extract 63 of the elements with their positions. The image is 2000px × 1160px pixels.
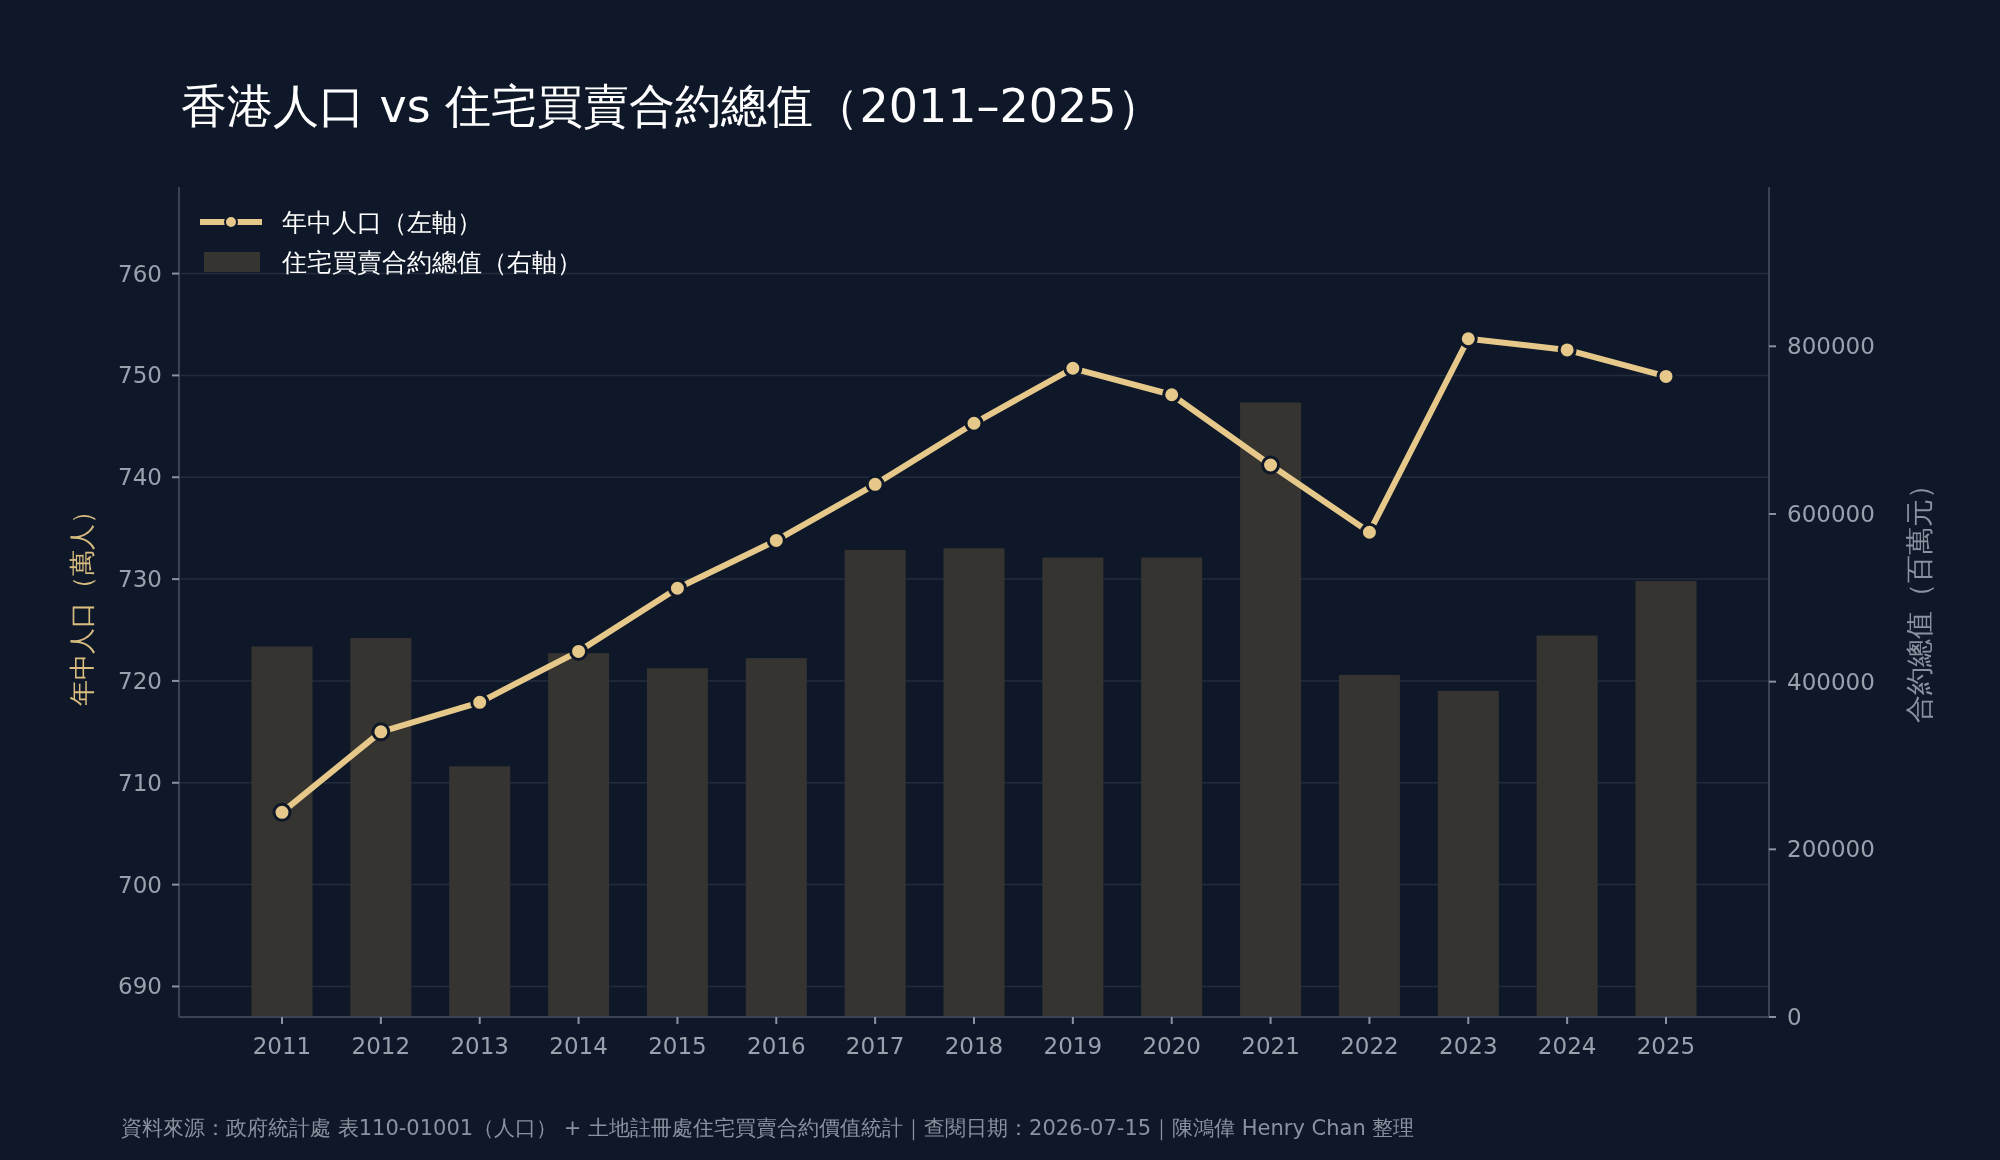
x-tick-label: 2021 [1241,1033,1300,1059]
x-tick-label: 2016 [747,1033,806,1059]
bar [1635,581,1697,1017]
y2-tick-label: 0 [1787,1004,1802,1030]
point [1063,358,1083,378]
bar [646,668,708,1017]
bar [844,550,906,1017]
y2-tick-label: 200000 [1787,836,1875,863]
y2-tick-label: 800000 [1787,333,1875,360]
bar [1338,674,1400,1017]
y-tick-label: 730 [118,566,162,593]
chart-title: 香港人口 vs 住宅買賣合約總值（2011–2025） [181,79,1163,133]
y2-axis-title: 合約總值（百萬元） [1903,471,1936,723]
x-tick-label: 2012 [351,1033,411,1059]
bar [1437,690,1499,1017]
point [1162,385,1182,405]
bar [745,658,807,1017]
y-tick-label: 720 [118,667,162,694]
bar [1042,557,1104,1017]
y-tick-label: 690 [118,973,162,1000]
x-tick-label: 2011 [252,1033,312,1059]
point [865,474,885,494]
y-tick-label: 740 [118,464,162,491]
point [1359,522,1379,542]
x-tick-label: 2017 [845,1033,905,1059]
bar [1141,557,1203,1017]
y-tick-label: 760 [118,260,162,287]
x-tick-label: 2022 [1340,1033,1399,1059]
legend-label: 年中人口（左軸） [282,208,482,237]
point [272,802,292,822]
y-axis-title: 年中人口（萬人） [67,498,97,706]
x-tick-label: 2024 [1537,1033,1597,1059]
y2-tick-label: 400000 [1787,668,1875,695]
bar [350,638,412,1017]
bar [943,548,1005,1017]
point [667,578,687,598]
y-tick-label: 750 [118,362,162,389]
x-tick-label: 2025 [1636,1033,1696,1059]
x-tick-label: 2018 [944,1033,1004,1059]
point [569,641,589,661]
y-tick-label: 710 [118,769,162,796]
x-tick-label: 2023 [1439,1033,1498,1059]
bar [548,653,610,1017]
bar [251,646,313,1017]
x-tick-label: 2015 [648,1033,707,1059]
point [470,692,490,712]
point [766,530,786,550]
source-note: 資料來源：政府統計處 表110-01001（人口） + 土地註冊處住宅買賣合約價值統計｜查閱日期：2026-07-15｜陳鴻偉 Henry Chan 整理 [121,1116,1415,1141]
point [1261,455,1281,475]
bar [449,766,511,1017]
bar [1240,402,1302,1017]
x-tick-label: 2014 [549,1033,608,1059]
y-tick-label: 700 [118,871,162,898]
point [1557,340,1577,360]
x-tick-label: 2019 [1043,1033,1103,1059]
point [1458,329,1478,349]
x-tick-label: 2013 [450,1033,509,1059]
point [371,722,391,742]
point [964,413,984,433]
bar [1536,635,1598,1017]
y2-tick-label: 600000 [1787,500,1875,527]
legend-label: 住宅買賣合約總值（右軸） [281,248,582,277]
x-tick-label: 2020 [1142,1033,1201,1059]
